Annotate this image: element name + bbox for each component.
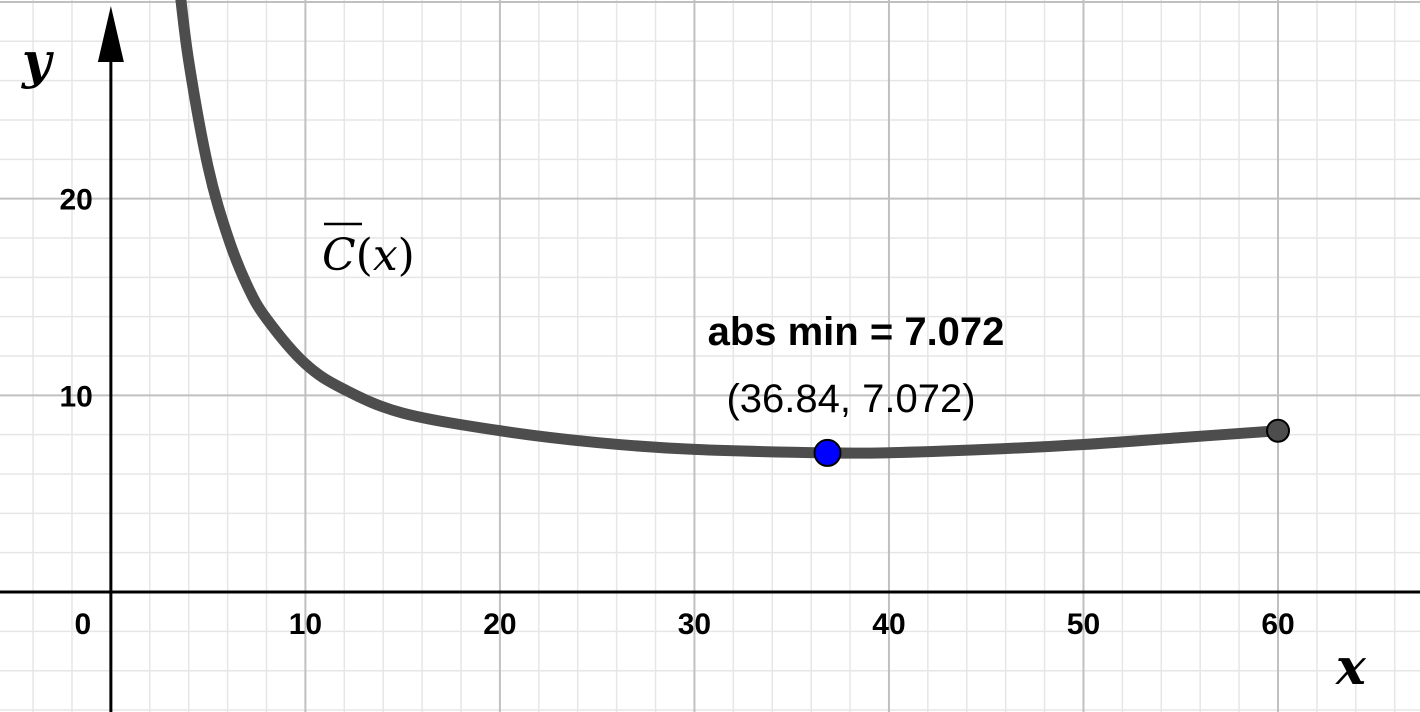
x-tick-label: 20 <box>483 608 516 641</box>
abs-min-coords: (36.84, 7.072) <box>726 377 975 421</box>
x-tick-label: 40 <box>872 608 905 641</box>
y-tick-label: 10 <box>60 380 93 413</box>
axes <box>0 6 1420 712</box>
x-tick-label: 30 <box>678 608 711 641</box>
function-label: C(x) <box>322 230 415 281</box>
y-tick-label: 20 <box>60 184 93 217</box>
x-axis-label: x <box>1335 637 1367 696</box>
x-tick-label: 10 <box>289 608 322 641</box>
function-label-var: x <box>373 230 398 281</box>
y-axis-label: y <box>21 31 54 90</box>
function-label-args: ( <box>356 230 373 281</box>
abs-min-point <box>813 438 842 467</box>
abs-min-title: abs min = 7.072 <box>708 310 1005 354</box>
function-label-name: C <box>322 230 356 281</box>
points <box>813 418 1290 467</box>
y-axis-arrow <box>97 6 124 62</box>
tick-labels: 0 10 20 30 40 50 60 10 20 <box>60 184 1295 641</box>
x-tick-label: 50 <box>1067 608 1100 641</box>
curve-c-bar <box>175 0 1284 459</box>
endpoint-point <box>1266 418 1290 443</box>
x-tick-label: 60 <box>1261 608 1294 641</box>
x-tick-label: 0 <box>75 608 92 641</box>
function-label-close: ) <box>398 230 415 281</box>
